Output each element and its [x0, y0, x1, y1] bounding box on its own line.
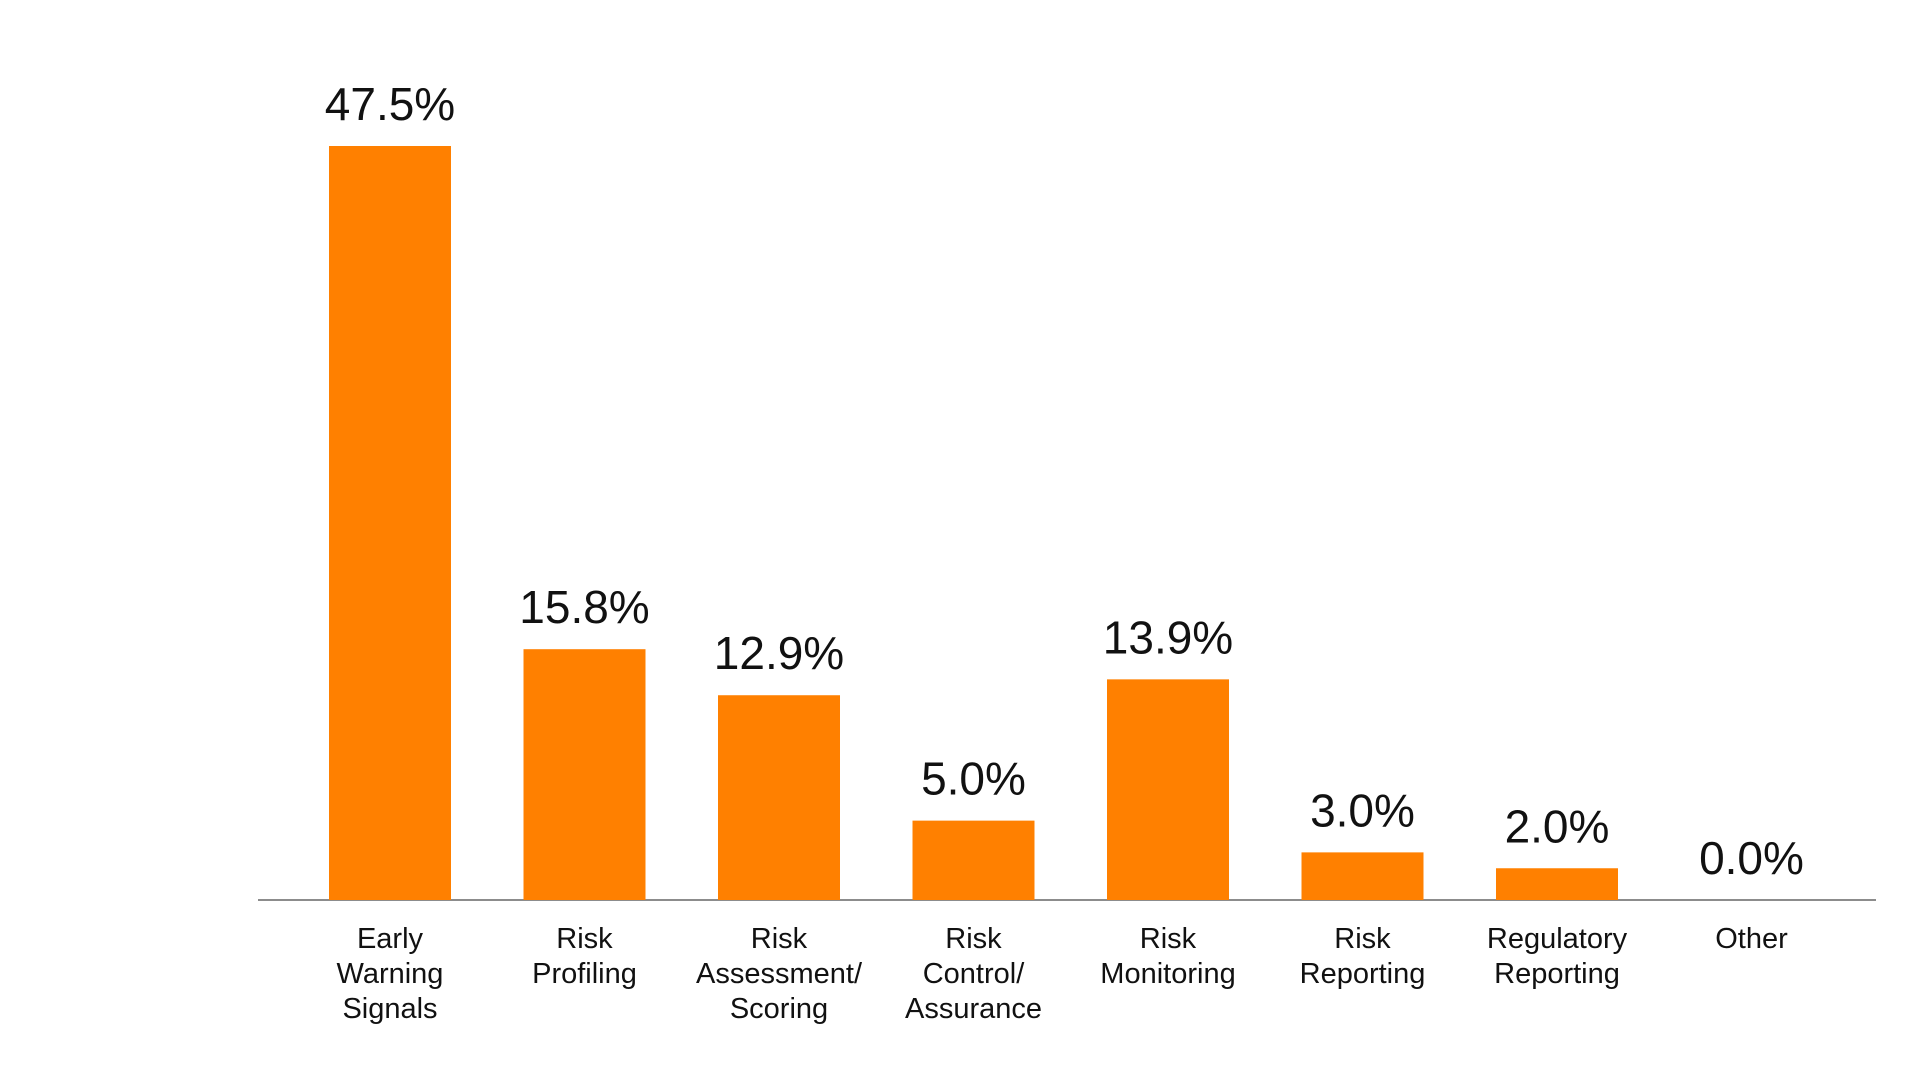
x-tick-label-line: Assessment/	[696, 958, 863, 990]
bar	[718, 695, 840, 900]
bar-value-label: 13.9%	[1103, 611, 1233, 663]
bar-value-label: 2.0%	[1505, 800, 1610, 852]
bar-value-label: 0.0%	[1699, 832, 1804, 884]
x-tick-label-line: Monitoring	[1100, 958, 1235, 990]
bar-value-label: 3.0%	[1310, 784, 1415, 836]
x-tick-label: Other	[1715, 923, 1788, 955]
x-tick-label: Risk Profiling	[532, 923, 637, 990]
value-labels-group: 47.5% 15.8% 12.9% 5.0% 13.9% 3.0% 2.0% 0.0%	[325, 78, 1804, 884]
x-tick-label-line: Control/	[923, 958, 1025, 990]
x-tick-label-line: Early	[357, 923, 424, 955]
bar	[1107, 679, 1229, 900]
bar	[523, 649, 646, 900]
x-tick-label: Risk Control/Assurance	[905, 923, 1042, 1025]
x-tick-label-line: Scoring	[730, 993, 828, 1025]
x-tick-label-line: Risk	[945, 923, 1002, 955]
bar	[912, 820, 1035, 900]
x-tick-label-line: Profiling	[532, 958, 637, 990]
x-tick-label-line: Reporting	[1300, 958, 1426, 990]
x-tick-label-line: Risk	[751, 923, 808, 955]
bar-value-label: 12.9%	[714, 627, 844, 679]
bar	[329, 146, 451, 900]
x-tick-label: Risk Assessment/Scoring	[696, 923, 863, 1025]
bar	[1301, 852, 1424, 900]
x-tick-label-line: Signals	[342, 993, 437, 1025]
x-tick-label-line: Risk	[1140, 923, 1197, 955]
x-tick-label-line: Assurance	[905, 993, 1042, 1025]
x-tick-label: Risk Monitoring	[1100, 923, 1235, 990]
x-tick-label-line: Warning	[337, 958, 444, 990]
x-tick-label: Early Warning Signals	[337, 923, 444, 1025]
x-tick-label-line: Regulatory	[1487, 923, 1628, 955]
x-tick-label-line: Other	[1715, 923, 1788, 955]
bar-value-label: 47.5%	[325, 78, 455, 130]
x-tick-label: Risk Reporting	[1300, 923, 1426, 990]
bar-value-label: 5.0%	[921, 753, 1026, 805]
x-tick-label: Regulatory Reporting	[1487, 923, 1628, 990]
bar-value-label: 15.8%	[519, 581, 649, 633]
x-tick-label-line: Risk	[1334, 923, 1391, 955]
x-tick-label-line: Risk	[556, 923, 613, 955]
x-tick-label-line: Reporting	[1494, 958, 1620, 990]
bars-group	[329, 146, 1618, 900]
bar	[1496, 868, 1618, 900]
